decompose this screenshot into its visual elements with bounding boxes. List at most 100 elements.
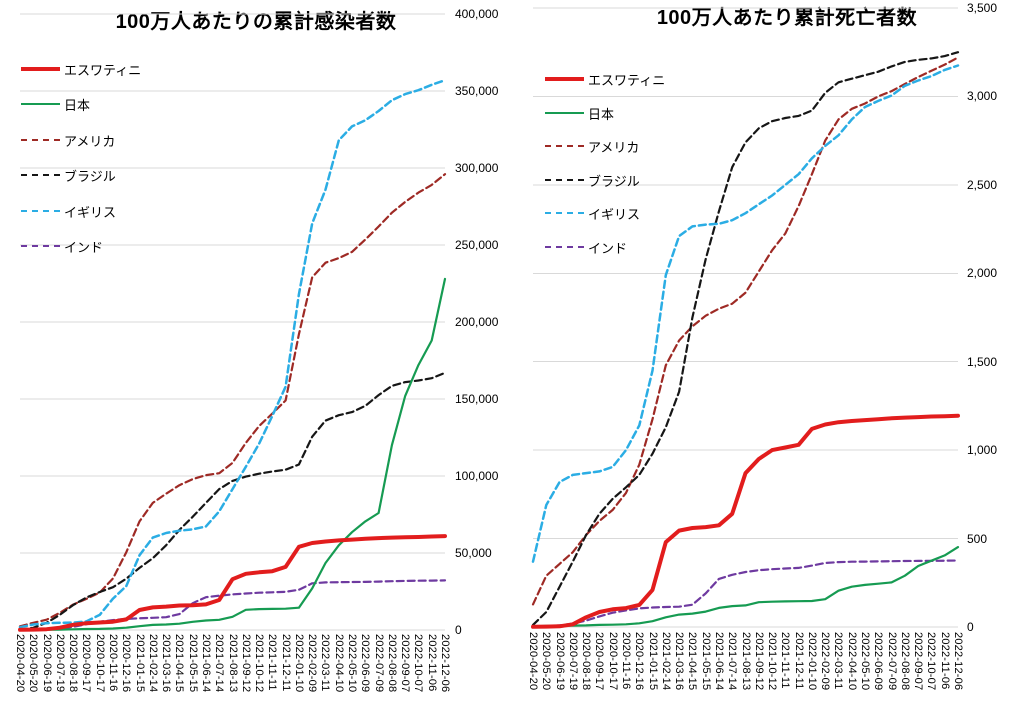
x-tick-label: 2022-01-10 — [806, 632, 818, 691]
x-tick-label: 2022-10-07 — [925, 632, 937, 691]
legend-label: 日本 — [64, 97, 91, 113]
series-line-eswatini — [531, 413, 960, 629]
legend-item-uk: イギリス — [21, 202, 116, 220]
series-line-india — [531, 559, 960, 628]
y-tick-label: 3,500 — [967, 1, 998, 15]
x-tick-label: 2022-09-07 — [912, 632, 924, 691]
legend-label: エスワティニ — [588, 72, 666, 88]
x-tick-label: 2020-07-19 — [567, 632, 579, 691]
legend-label: イギリス — [64, 204, 117, 220]
x-tick-label: 2022-05-10 — [859, 632, 871, 691]
x-tick-label: 2021-05-15 — [700, 632, 712, 691]
legend-item-eswatini: エスワティニ — [21, 60, 141, 78]
legend-item-uk: イギリス — [545, 204, 640, 222]
chart-title-deaths: 100万人あたり累計死亡者数 — [656, 7, 918, 29]
legend-label: エスワティニ — [64, 62, 142, 78]
y-tick-label: 500 — [967, 532, 988, 546]
legend-line-icon — [545, 145, 584, 147]
x-tick-label: 2020-08-18 — [580, 632, 592, 691]
x-tick-label: 2022-08-08 — [899, 632, 911, 691]
plot-area-cumulative-infections — [18, 13, 447, 632]
legend-item-brazil: ブラジル — [21, 166, 116, 184]
x-tick-label: 2020-12-16 — [633, 632, 645, 691]
x-tick-label: 2021-12-11 — [793, 632, 805, 690]
legend-line-icon — [545, 246, 584, 248]
x-tick-label: 2022-06-09 — [872, 632, 884, 691]
x-tick-label: 2020-05-20 — [540, 632, 552, 691]
y-tick-label: 250,000 — [455, 238, 499, 252]
x-tick-label: 2022-11-06 — [939, 632, 951, 690]
x-tick-label: 2021-03-16 — [673, 632, 685, 691]
legend-line-icon — [545, 179, 584, 181]
y-tick-label: 2,000 — [967, 266, 998, 280]
legend-line-icon — [21, 210, 60, 212]
legend-label: インド — [64, 239, 104, 255]
y-tick-label: 350,000 — [455, 84, 499, 98]
legend-item-eswatini: エスワティニ — [545, 70, 665, 88]
legend-item-usa: アメリカ — [545, 137, 639, 155]
x-tick-label: 2020-04-20 — [527, 632, 539, 691]
x-tick-label: 2021-09-12 — [753, 632, 765, 691]
legend-label: 日本 — [588, 106, 615, 122]
y-tick-label: 1,000 — [967, 443, 998, 457]
legend-item-brazil: ブラジル — [545, 171, 640, 189]
x-tick-label: 2022-02-09 — [819, 632, 831, 691]
plot-area-cumulative-deaths — [531, 7, 960, 629]
legend-line-icon — [21, 245, 60, 247]
x-tick-label: 2022-04-10 — [846, 632, 858, 691]
legend-line-icon — [21, 103, 60, 105]
y-tick-label: 300,000 — [455, 161, 499, 175]
x-tick-label: 2020-09-17 — [593, 632, 605, 691]
y-tick-label: 0 — [455, 623, 462, 637]
legend-line-icon — [545, 77, 584, 81]
y-tick-label: 1,500 — [967, 355, 998, 369]
x-tick-label: 2021-10-12 — [766, 632, 778, 691]
x-tick-label: 2021-01-15 — [647, 632, 659, 691]
legend-item-india: インド — [545, 238, 627, 256]
legend-item-india: インド — [21, 237, 103, 255]
x-tick-label: 2020-10-17 — [607, 632, 619, 691]
y-tick-label: 400,000 — [455, 7, 499, 21]
x-tick-label: 2022-07-09 — [886, 632, 898, 691]
series-line-uk — [531, 64, 960, 563]
y-tick-label: 2,500 — [967, 178, 998, 192]
series-line-eswatini — [18, 534, 447, 632]
x-tick-label: 2020-11-16 — [620, 632, 632, 690]
legend-label: ブラジル — [588, 173, 640, 189]
legend-label: インド — [588, 240, 628, 256]
legend-item-japan: 日本 — [545, 104, 614, 122]
x-tick-label: 2021-04-15 — [686, 632, 698, 691]
chart-title-infections: 100万人あたりの累計感染者数 — [115, 11, 397, 33]
series-line-usa — [531, 56, 960, 606]
legend-line-icon — [21, 139, 60, 141]
x-tick-label: 2021-02-14 — [660, 632, 672, 691]
series-line-japan — [531, 545, 960, 628]
legend-label: ブラジル — [64, 168, 116, 184]
legend-item-usa: アメリカ — [21, 131, 115, 149]
series-line-uk — [18, 78, 447, 629]
y-tick-label: 200,000 — [455, 315, 499, 329]
x-tick-label: 2021-07-14 — [726, 632, 738, 691]
y-tick-label: 3,000 — [967, 89, 998, 103]
legend-label: イギリス — [588, 206, 641, 222]
legend-item-japan: 日本 — [21, 95, 90, 113]
y-tick-label: 0 — [967, 620, 974, 634]
y-tick-label: 100,000 — [455, 469, 499, 483]
legend-line-icon — [21, 174, 60, 176]
x-tick-label: 2021-06-14 — [713, 632, 725, 691]
x-tick-label: 2022-03-11 — [832, 632, 844, 690]
series-line-brazil — [18, 371, 447, 631]
x-tick-label: 2021-11-11 — [779, 632, 791, 689]
x-tick-label: 2022-12-06 — [952, 632, 964, 691]
y-tick-label: 50,000 — [455, 546, 492, 560]
legend-line-icon — [21, 67, 60, 71]
legend-label: アメリカ — [64, 133, 116, 149]
series-line-japan — [18, 277, 447, 631]
legend-label: アメリカ — [588, 139, 640, 155]
legend-line-icon — [545, 112, 584, 114]
legend-line-icon — [545, 212, 584, 214]
x-tick-label: 2020-06-19 — [554, 632, 566, 691]
